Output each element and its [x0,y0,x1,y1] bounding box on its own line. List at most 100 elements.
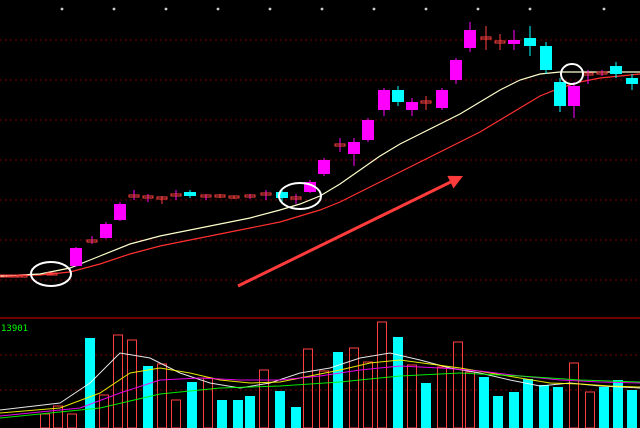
candle [7,274,19,278]
candle [276,190,288,202]
volume-bar [437,366,447,428]
volume-bar [127,339,137,428]
candle-body [362,120,374,140]
candle-body [276,192,288,198]
candle [378,88,390,116]
candle-body [200,194,212,198]
volume-bar [453,341,463,428]
candle [392,86,404,106]
candle [244,194,256,199]
volume-bar [569,362,579,428]
candle [540,42,552,74]
volume-bar [539,385,549,428]
grid-lines [0,39,640,391]
volume-bar [157,363,167,428]
scale-dot [216,7,220,11]
top-scale-dots [60,7,606,11]
ma-slow-line [0,73,640,277]
volume-bar [113,334,123,428]
scale-dot [164,7,168,11]
volume-bar [245,396,255,428]
volume-bar [465,371,475,428]
candle-body [244,194,256,198]
highlight-circle [560,63,584,85]
candle [260,190,272,200]
candle-body [494,40,506,44]
candle [568,82,580,118]
candle [524,26,536,56]
candle [348,138,360,166]
candle [86,236,98,244]
scale-dot [476,7,480,11]
volume-bar [509,392,519,428]
candle [480,26,492,50]
candle [170,190,182,200]
volume-bar [259,369,269,428]
volume-bar [421,383,431,428]
volume-bar [40,413,50,428]
candle [596,70,608,76]
candle [610,62,622,78]
candle [450,58,462,84]
volume-bar [407,364,417,428]
trend-arrow-shaft [237,180,452,288]
candle [128,190,140,200]
candle [0,274,11,278]
candle [184,190,196,198]
volume-bar [585,391,595,428]
volume-ma-line [0,359,640,414]
volume-bar [217,400,227,428]
candle-body [16,274,28,278]
volume-bar [349,347,359,428]
volume-ma-line [0,352,640,411]
candle [334,138,346,152]
candle-body [128,194,140,198]
candle [200,194,212,200]
volume-readout: 13901 [1,324,28,334]
volume-bar [203,377,213,428]
volume-bar [377,321,387,428]
candle [362,118,374,142]
candle [554,78,566,112]
candle-body [480,36,492,40]
candle-body [100,224,112,238]
volume-bar [333,352,343,428]
candle-body [464,30,476,48]
scale-dot [268,7,272,11]
candle [406,98,418,116]
moving-average-lines [0,71,640,277]
highlight-circle [30,261,72,287]
candle [46,272,58,276]
candle-body [170,193,182,197]
volume-bar [613,380,623,428]
candle-body [540,46,552,70]
scale-dot [320,7,324,11]
candle-body [318,160,330,174]
candle-body [348,142,360,154]
candle [100,222,112,239]
volume-bar [53,405,63,428]
volume-bar [479,377,489,428]
candle-body [86,239,98,243]
volume-bar [275,391,285,428]
volume-ma-lines [0,352,640,419]
volume-ma-line [0,365,640,417]
candle-body [7,274,19,278]
candle [420,96,432,110]
candle [508,30,520,50]
ma-fast-line [0,71,640,277]
candle-body [142,195,154,199]
candle [228,195,240,199]
scale-dot [424,7,428,11]
highlight-circle [278,182,322,210]
volume-bar [291,407,301,428]
candle-body [406,102,418,110]
candle [464,22,476,52]
volume-bar [99,394,109,428]
candle-body [436,90,448,108]
candle-body [596,71,608,75]
candle-body [508,40,520,44]
candle [290,194,302,204]
volume-bar [553,387,563,428]
